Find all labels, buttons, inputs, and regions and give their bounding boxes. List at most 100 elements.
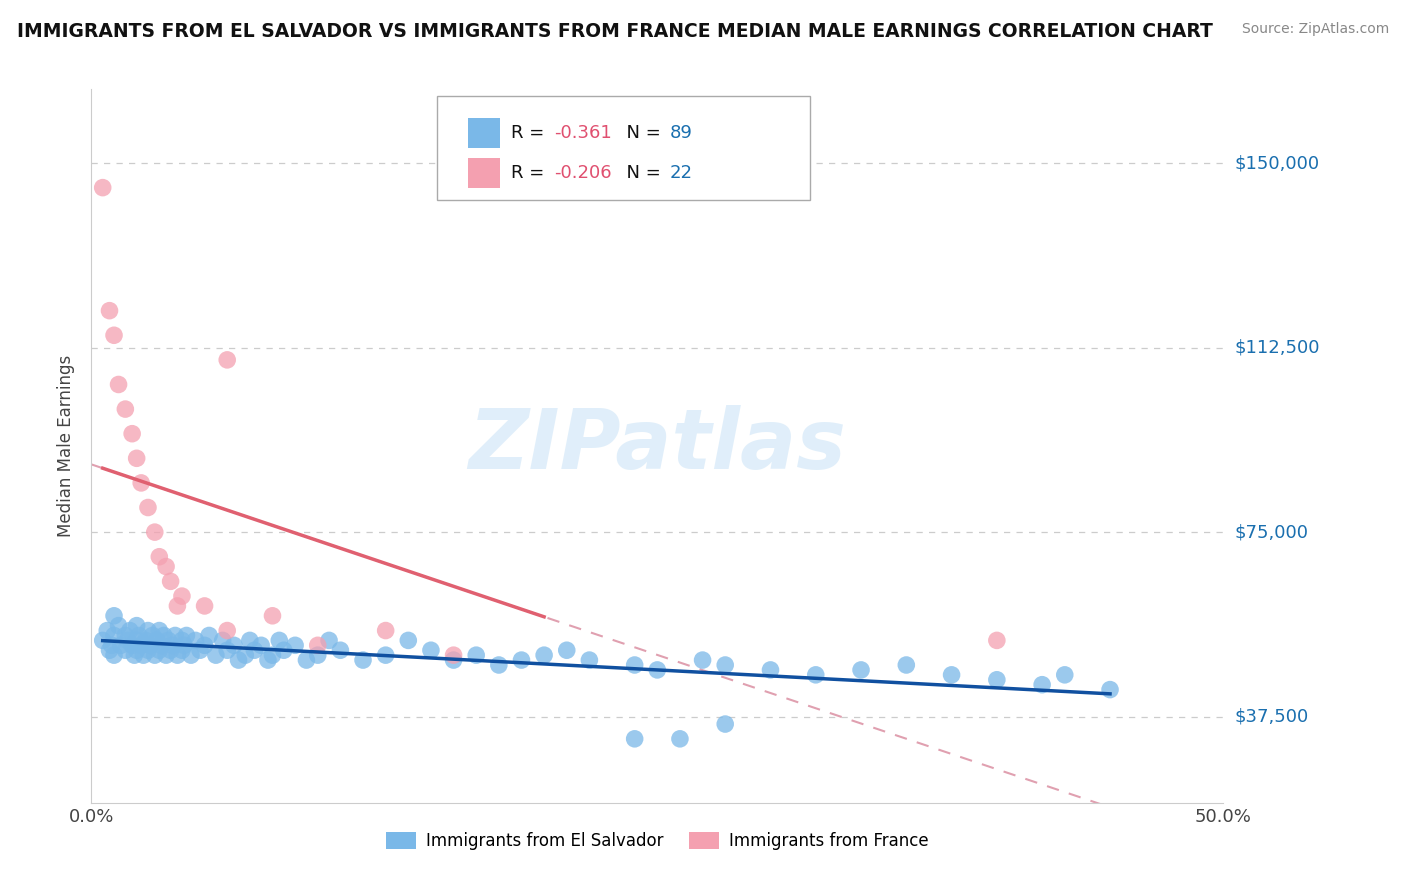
Text: IMMIGRANTS FROM EL SALVADOR VS IMMIGRANTS FROM FRANCE MEDIAN MALE EARNINGS CORRE: IMMIGRANTS FROM EL SALVADOR VS IMMIGRANT… — [17, 22, 1213, 41]
Point — [623, 658, 645, 673]
Point — [419, 643, 441, 657]
Point — [198, 628, 221, 642]
Point — [129, 475, 152, 490]
Point — [578, 653, 600, 667]
Point — [759, 663, 782, 677]
Point — [217, 624, 239, 638]
Point — [714, 658, 737, 673]
Point — [510, 653, 533, 667]
Point — [91, 633, 114, 648]
Point — [136, 500, 159, 515]
Point — [143, 648, 166, 662]
Text: N =: N = — [616, 124, 666, 142]
Point — [148, 549, 170, 564]
Point — [98, 303, 121, 318]
Point — [352, 653, 374, 667]
Point — [128, 628, 150, 642]
Point — [645, 663, 668, 677]
Text: 22: 22 — [669, 164, 693, 182]
Point — [329, 643, 352, 657]
Point — [125, 643, 148, 657]
Point — [166, 599, 188, 613]
Point — [1098, 682, 1121, 697]
Y-axis label: Median Male Earnings: Median Male Earnings — [58, 355, 76, 537]
Point — [396, 633, 419, 648]
Point — [157, 633, 180, 648]
Point — [100, 638, 122, 652]
Point — [124, 648, 146, 662]
Point — [155, 648, 177, 662]
Point — [135, 633, 157, 648]
Text: -0.206: -0.206 — [554, 164, 612, 182]
Point — [141, 628, 163, 642]
Text: $37,500: $37,500 — [1234, 707, 1309, 726]
Point — [295, 653, 318, 667]
Point — [148, 643, 170, 657]
Legend: Immigrants from El Salvador, Immigrants from France: Immigrants from El Salvador, Immigrants … — [378, 824, 936, 859]
Point — [193, 599, 217, 613]
Point — [257, 653, 280, 667]
Text: -0.361: -0.361 — [554, 124, 612, 142]
Text: R =: R = — [512, 164, 550, 182]
FancyBboxPatch shape — [437, 96, 810, 200]
Text: ZIPatlas: ZIPatlas — [468, 406, 846, 486]
Point — [180, 648, 202, 662]
Point — [159, 574, 181, 589]
Point — [143, 525, 166, 540]
Text: $112,500: $112,500 — [1234, 339, 1320, 357]
Point — [1053, 668, 1076, 682]
Point — [714, 717, 737, 731]
Point — [465, 648, 488, 662]
Point — [669, 731, 692, 746]
Point — [148, 624, 170, 638]
Point — [162, 638, 184, 652]
Text: Source: ZipAtlas.com: Source: ZipAtlas.com — [1241, 22, 1389, 37]
Point — [136, 643, 159, 657]
Point — [96, 624, 118, 638]
Point — [374, 624, 396, 638]
Point — [804, 668, 827, 682]
Point — [1031, 678, 1053, 692]
Point — [284, 638, 307, 652]
Point — [262, 608, 284, 623]
Point — [986, 633, 1008, 648]
Point — [98, 643, 121, 657]
Point — [896, 658, 918, 673]
Point — [222, 638, 245, 652]
Point — [205, 648, 228, 662]
Point — [165, 628, 187, 642]
Point — [623, 731, 645, 746]
Point — [121, 426, 143, 441]
Point — [103, 628, 125, 642]
Point — [217, 352, 239, 367]
Point — [132, 648, 155, 662]
Point — [114, 643, 136, 657]
Point — [193, 638, 217, 652]
Point — [849, 663, 872, 677]
Point — [117, 633, 139, 648]
Point — [118, 624, 141, 638]
Point — [986, 673, 1008, 687]
Point — [243, 643, 266, 657]
Point — [125, 618, 148, 632]
Point — [159, 643, 181, 657]
Point — [103, 608, 125, 623]
Point — [555, 643, 578, 657]
Point — [262, 648, 284, 662]
Point — [150, 638, 173, 652]
Point — [103, 328, 125, 343]
Point — [211, 633, 233, 648]
Point — [443, 653, 465, 667]
Point — [269, 633, 291, 648]
Text: 89: 89 — [669, 124, 693, 142]
Point — [121, 638, 143, 652]
Point — [139, 638, 162, 652]
Point — [103, 648, 125, 662]
Point — [125, 451, 148, 466]
Text: $75,000: $75,000 — [1234, 523, 1309, 541]
Point — [307, 648, 329, 662]
Point — [136, 624, 159, 638]
Text: R =: R = — [512, 124, 550, 142]
Point — [941, 668, 963, 682]
Point — [307, 638, 329, 652]
